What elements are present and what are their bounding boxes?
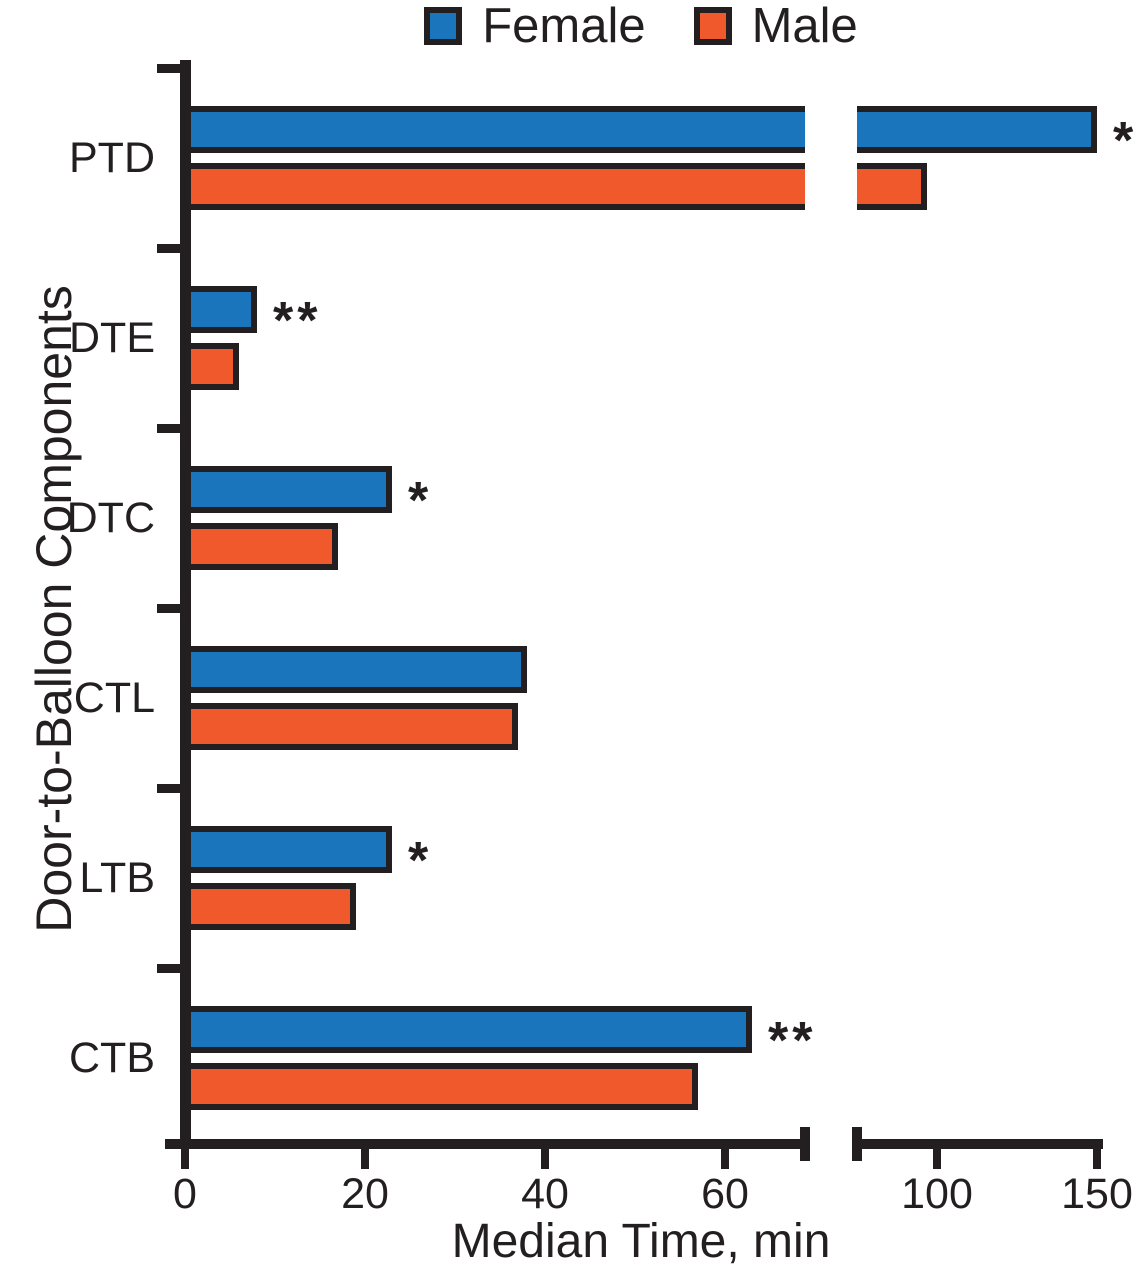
y-axis-title: Door-to-Balloon Components xyxy=(26,285,82,933)
bar-ptd-female-right xyxy=(857,106,1097,153)
bar-dte-male xyxy=(185,343,239,390)
bar-dte-female xyxy=(185,286,257,333)
male-swatch xyxy=(693,7,732,45)
x-tick-label: 100 xyxy=(901,1170,973,1218)
y-axis-tick xyxy=(157,964,185,973)
category-label-ltb: LTB xyxy=(79,854,155,902)
y-axis-tick xyxy=(157,604,185,613)
female-swatch xyxy=(424,7,463,45)
category-label-dte: DTE xyxy=(69,314,155,362)
y-axis-tick xyxy=(157,64,185,73)
bar-ctb-female xyxy=(185,1006,752,1053)
x-axis-tick xyxy=(361,1149,369,1169)
x-tick-label: 40 xyxy=(521,1170,569,1218)
category-label-ctl: CTL xyxy=(73,674,155,722)
x-axis-line-right xyxy=(853,1139,1103,1149)
x-axis-tick xyxy=(181,1149,189,1169)
x-axis-tick xyxy=(541,1149,549,1169)
x-tick-label: 20 xyxy=(341,1170,389,1218)
category-label-ptd: PTD xyxy=(69,134,155,182)
legend-item-male: Male xyxy=(693,0,858,53)
y-axis-tick xyxy=(157,784,185,793)
x-tick-label: 150 xyxy=(1061,1170,1133,1218)
legend-label-female: Female xyxy=(482,0,646,53)
bar-ptd-male-left xyxy=(185,163,805,210)
category-label-dtc: DTC xyxy=(66,494,155,542)
bar-ltb-male xyxy=(185,883,356,930)
legend-item-female: Female xyxy=(424,0,646,53)
bar-ptd-male-right xyxy=(857,163,928,210)
legend-label-male: Male xyxy=(751,0,858,53)
y-axis-tick xyxy=(157,244,185,253)
y-axis-line xyxy=(180,60,191,1149)
significance-marker-ptd: * xyxy=(1113,111,1138,170)
significance-marker-ctb: ** xyxy=(768,1011,817,1070)
x-axis-tick xyxy=(1093,1149,1101,1169)
y-axis-tick xyxy=(157,424,185,433)
bar-ptd-female-left xyxy=(185,106,805,153)
axis-break-cap-left xyxy=(800,1127,810,1161)
bar-ctl-male xyxy=(185,703,518,750)
x-axis-line-left xyxy=(165,1139,806,1149)
bar-ctb-male xyxy=(185,1063,698,1110)
significance-marker-dtc: * xyxy=(408,471,433,530)
bar-dtc-male xyxy=(185,523,338,570)
axis-break-cap-right xyxy=(852,1127,862,1161)
x-axis-title: Median Time, min xyxy=(451,1215,831,1268)
category-label-ctb: CTB xyxy=(69,1034,155,1082)
bar-ltb-female xyxy=(185,826,392,873)
x-axis-tick xyxy=(721,1149,729,1169)
bar-dtc-female xyxy=(185,466,392,513)
bar-ctl-female xyxy=(185,646,527,693)
x-axis-tick xyxy=(933,1149,941,1169)
legend: Female Male xyxy=(185,0,1097,52)
x-tick-label: 0 xyxy=(173,1170,197,1218)
significance-marker-dte: ** xyxy=(273,291,322,350)
significance-marker-ltb: * xyxy=(408,831,433,890)
x-tick-label: 60 xyxy=(701,1170,749,1218)
